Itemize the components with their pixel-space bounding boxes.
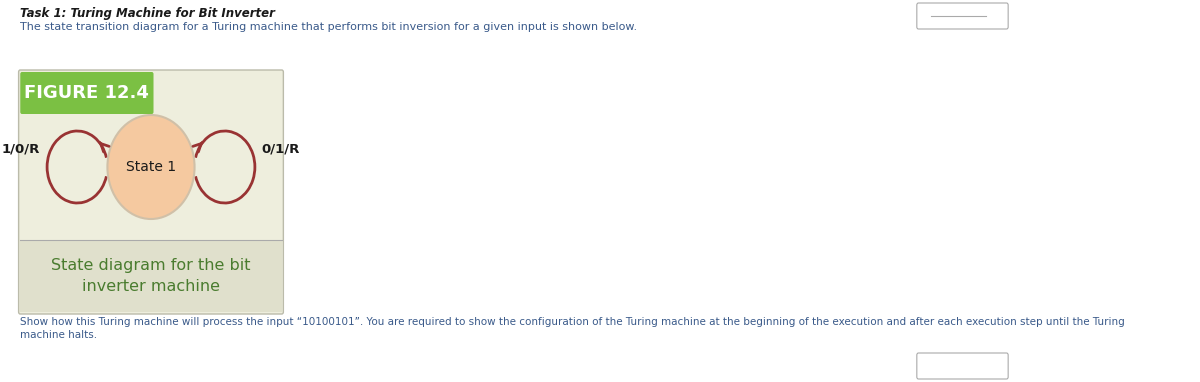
FancyBboxPatch shape bbox=[917, 353, 1008, 379]
Text: 1/0/R: 1/0/R bbox=[2, 142, 41, 155]
Text: Show how this Turing machine will process the input “10100101”. You are required: Show how this Turing machine will proces… bbox=[20, 317, 1126, 327]
Text: machine halts.: machine halts. bbox=[20, 330, 97, 340]
Bar bbox=[20, 240, 282, 312]
Text: State diagram for the bit
inverter machine: State diagram for the bit inverter machi… bbox=[52, 258, 251, 294]
Text: 0/1/R: 0/1/R bbox=[262, 142, 300, 155]
FancyBboxPatch shape bbox=[19, 70, 283, 314]
FancyBboxPatch shape bbox=[917, 3, 1008, 29]
FancyBboxPatch shape bbox=[20, 72, 154, 114]
Text: FIGURE 12.4: FIGURE 12.4 bbox=[24, 84, 149, 102]
Text: Task 1: Turing Machine for Bit Inverter: Task 1: Turing Machine for Bit Inverter bbox=[20, 7, 275, 20]
Text: State 1: State 1 bbox=[126, 160, 176, 174]
Text: The state transition diagram for a Turing machine that performs bit inversion fo: The state transition diagram for a Turin… bbox=[20, 22, 637, 32]
Circle shape bbox=[108, 115, 194, 219]
